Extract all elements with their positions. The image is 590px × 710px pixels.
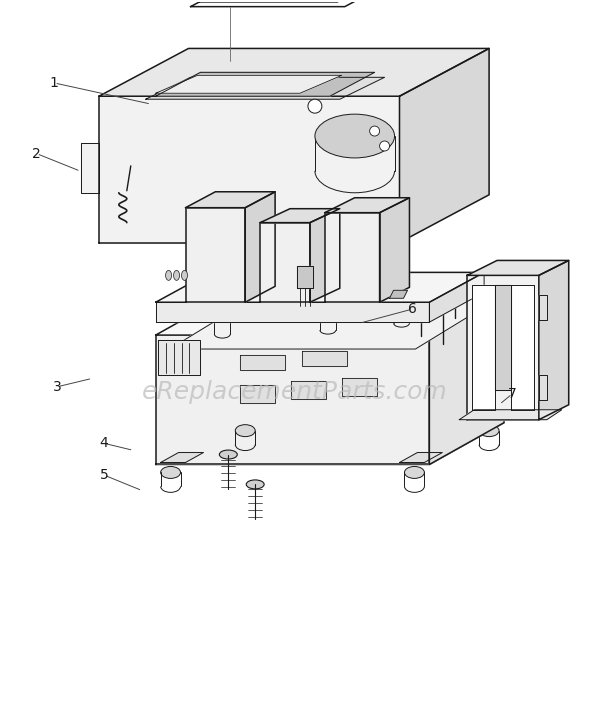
Polygon shape (291, 381, 326, 399)
Polygon shape (260, 223, 310, 302)
Ellipse shape (320, 303, 336, 311)
Ellipse shape (315, 114, 395, 158)
Ellipse shape (182, 271, 188, 280)
Ellipse shape (479, 425, 499, 437)
Polygon shape (185, 192, 275, 208)
Polygon shape (539, 375, 547, 400)
Text: 1: 1 (50, 76, 58, 90)
Polygon shape (430, 273, 484, 322)
Text: 6: 6 (408, 302, 417, 316)
Polygon shape (302, 351, 347, 366)
Polygon shape (389, 290, 408, 298)
Text: 3: 3 (53, 380, 61, 394)
Text: 2: 2 (32, 146, 41, 160)
Polygon shape (156, 72, 375, 97)
Polygon shape (539, 295, 547, 320)
Ellipse shape (173, 271, 179, 280)
Polygon shape (156, 335, 430, 464)
Ellipse shape (394, 296, 409, 305)
Polygon shape (156, 273, 484, 302)
Polygon shape (539, 261, 569, 420)
Polygon shape (156, 293, 504, 335)
Polygon shape (156, 75, 342, 93)
Polygon shape (297, 266, 313, 288)
Ellipse shape (219, 450, 237, 459)
Polygon shape (511, 285, 534, 410)
Ellipse shape (235, 425, 255, 437)
Polygon shape (325, 198, 409, 213)
Polygon shape (99, 48, 489, 97)
Ellipse shape (405, 466, 424, 479)
Polygon shape (342, 378, 376, 395)
Polygon shape (245, 192, 275, 302)
Polygon shape (99, 97, 399, 243)
Polygon shape (379, 198, 409, 302)
Text: 4: 4 (100, 437, 109, 450)
Polygon shape (240, 385, 275, 403)
Circle shape (370, 126, 379, 136)
Polygon shape (399, 452, 442, 462)
Polygon shape (467, 261, 569, 275)
Ellipse shape (214, 307, 230, 315)
Polygon shape (495, 285, 511, 390)
Circle shape (379, 141, 389, 151)
Polygon shape (399, 48, 489, 243)
Polygon shape (191, 0, 417, 6)
Ellipse shape (246, 480, 264, 489)
Polygon shape (146, 77, 385, 99)
Polygon shape (240, 355, 285, 370)
Polygon shape (430, 293, 504, 464)
Ellipse shape (166, 271, 172, 280)
Polygon shape (260, 209, 340, 223)
Ellipse shape (160, 466, 181, 479)
Polygon shape (156, 302, 430, 322)
Text: 5: 5 (100, 468, 109, 482)
Circle shape (308, 99, 322, 113)
Polygon shape (158, 340, 201, 375)
Polygon shape (325, 213, 379, 302)
Polygon shape (459, 410, 562, 420)
Text: 7: 7 (508, 387, 517, 401)
Polygon shape (169, 297, 500, 349)
Polygon shape (156, 422, 504, 464)
Polygon shape (81, 143, 99, 193)
Polygon shape (185, 208, 245, 302)
Text: eReplacementParts.com: eReplacementParts.com (142, 380, 448, 404)
Polygon shape (467, 275, 539, 420)
Polygon shape (310, 209, 340, 302)
Polygon shape (198, 0, 408, 3)
Polygon shape (472, 285, 495, 410)
Polygon shape (160, 452, 204, 462)
